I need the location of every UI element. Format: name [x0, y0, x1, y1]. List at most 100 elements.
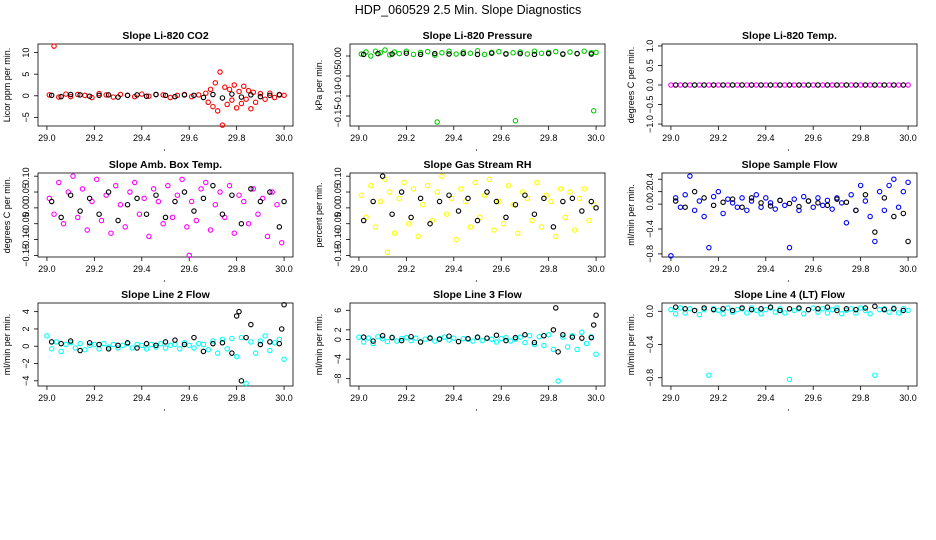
reference-point	[248, 92, 254, 98]
reference-point	[257, 93, 264, 100]
data-point	[195, 340, 202, 347]
data-point	[758, 204, 764, 210]
x-tick-label: 29.6	[804, 393, 822, 403]
x-tick-label: 29.4	[445, 133, 463, 143]
data-point	[810, 305, 816, 311]
reference-point	[824, 202, 831, 209]
reference-point	[389, 51, 395, 57]
reference-point	[210, 182, 216, 189]
x-tick-label: 29.0	[350, 133, 368, 143]
data-point	[687, 306, 693, 312]
y-tick-label: 1.0	[645, 40, 655, 53]
data-point	[488, 336, 495, 342]
reference-point	[691, 82, 698, 88]
reference-point	[522, 192, 528, 198]
data-point	[255, 211, 261, 217]
reference-point	[360, 334, 367, 340]
data-point	[715, 188, 722, 195]
data-point	[838, 311, 845, 317]
data-point	[753, 82, 760, 88]
data-point	[217, 69, 223, 75]
data-point	[564, 344, 571, 350]
chart-panel-5: Slope Gas Stream RH percent per min. 29.0 2…	[314, 159, 606, 282]
chart-title: Slope Li-820 Temp.	[742, 30, 837, 42]
reference-point	[590, 322, 597, 328]
data-point	[744, 310, 750, 316]
plot-frame	[661, 43, 918, 127]
data-point	[470, 338, 476, 344]
reference-point	[96, 341, 102, 348]
data-point	[905, 307, 911, 314]
data-point	[415, 233, 421, 240]
reference-point	[257, 341, 264, 348]
data-point	[136, 211, 143, 217]
data-point	[517, 334, 523, 340]
data-point	[210, 103, 216, 110]
data-point	[715, 307, 722, 314]
reference-point	[512, 201, 519, 208]
plot-frame	[349, 43, 606, 127]
data-point	[257, 338, 264, 344]
data-point	[160, 92, 166, 98]
data-point	[217, 189, 223, 195]
x-tick-label: 29.6	[180, 133, 198, 143]
reference-point	[219, 211, 226, 217]
x-tick-label: 29.6	[180, 393, 198, 403]
data-point	[763, 82, 769, 88]
data-point	[410, 51, 417, 58]
data-point	[229, 335, 235, 342]
data-point	[550, 346, 557, 353]
data-point	[576, 195, 583, 202]
data-point	[257, 90, 264, 97]
data-point	[819, 306, 826, 312]
axis-dot	[787, 409, 790, 411]
data-point	[146, 233, 152, 240]
data-point	[857, 182, 864, 189]
data-point	[668, 306, 674, 313]
data-point	[271, 340, 278, 346]
y-tick-label: 10	[21, 48, 31, 58]
reference-point	[862, 192, 869, 198]
data-point	[507, 338, 514, 344]
axis-dot	[163, 409, 166, 411]
reference-point	[474, 217, 481, 224]
y-tick-label: 0.05	[21, 183, 31, 201]
data-point	[186, 252, 192, 259]
reference-point	[143, 93, 150, 99]
data-point	[79, 186, 86, 192]
data-point	[834, 305, 840, 311]
data-point	[146, 93, 152, 99]
data-point	[205, 99, 211, 106]
reference-point	[796, 203, 802, 210]
data-point	[165, 182, 171, 189]
y-tick-label: 0.05	[333, 183, 343, 201]
data-point	[46, 92, 53, 98]
y-tick-label: 0	[21, 93, 31, 98]
x-tick-label: 29.2	[86, 133, 104, 143]
reference-point	[153, 91, 159, 98]
y-tick-label: 0	[21, 344, 31, 349]
axis-dot	[163, 149, 166, 151]
data-point	[278, 239, 285, 246]
chart-panel-7: Slope Line 2 Flow ml/min per min. 29.0 29.2…	[2, 289, 294, 411]
reference-point	[834, 82, 840, 88]
data-point	[848, 306, 854, 312]
x-tick-label: 29.8	[228, 133, 246, 143]
reference-point	[105, 92, 112, 98]
data-point	[706, 244, 712, 251]
data-point	[772, 206, 779, 212]
data-point	[838, 200, 845, 206]
data-point	[876, 306, 883, 313]
data-point	[167, 342, 173, 349]
x-tick-label: 30.0	[275, 393, 293, 403]
data-point	[236, 88, 242, 95]
data-point	[219, 122, 226, 128]
data-point	[691, 207, 698, 214]
reference-point	[767, 304, 774, 310]
reference-point	[398, 189, 405, 195]
data-point	[867, 82, 873, 88]
data-point	[122, 224, 128, 230]
data-point	[496, 48, 502, 55]
chart-panel-6: Slope Sample Flow ml/min per min. 29.0 29.2…	[626, 159, 918, 282]
data-point	[496, 198, 502, 205]
